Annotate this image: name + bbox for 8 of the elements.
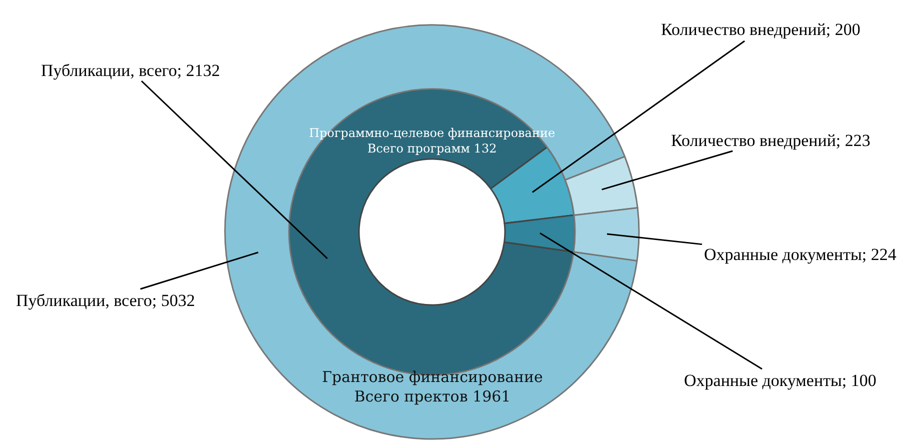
data-label: Публикации, всего; 5032 [16,291,195,310]
data-label: Охранные документы; 224 [704,245,897,264]
data-label: Охранные документы; 100 [684,371,876,390]
data-label: Количество внедрений; 223 [671,131,870,150]
data-label: Количество внедрений; 200 [661,20,860,39]
slice-label: Программно-целевое финансирование Всего программ 132 [309,126,556,156]
slice-label: Грантовое финансирование Всего пректов 1961 [322,368,544,406]
data-label: Публикации, всего; 2132 [41,61,220,80]
